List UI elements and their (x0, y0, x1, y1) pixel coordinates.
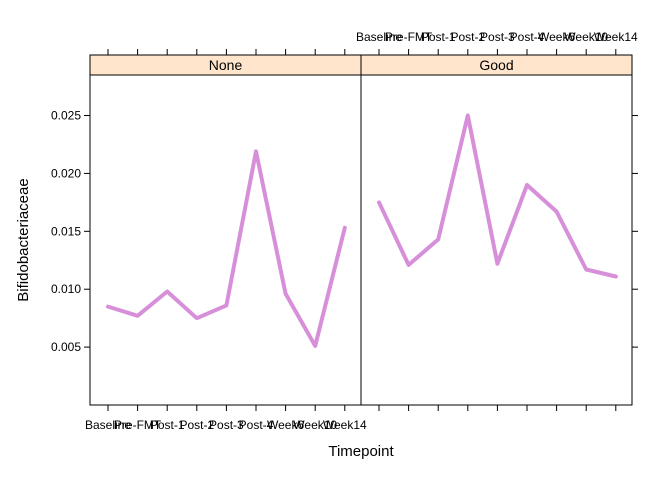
x-tick-label-top: Pre-FMT (385, 30, 433, 44)
strip-label-none: None (209, 57, 243, 73)
x-tick-label-top: Post-3 (480, 30, 515, 44)
strip-good (360, 54, 633, 76)
x-tick-label-bottom: Pre-FMT (114, 418, 162, 432)
panel-frame-none (89, 74, 362, 406)
y-tick-label: 0.005 (51, 340, 81, 354)
x-tick-label-bottom: Post-3 (209, 418, 244, 432)
x-tick-label-top: Week6 (538, 30, 575, 44)
series-line-none (106, 149, 347, 348)
x-axis-title: Timepoint (328, 443, 394, 460)
x-tick-label-bottom: Post-1 (150, 418, 185, 432)
y-tick-label: 0.020 (51, 166, 81, 180)
x-tick-label-bottom: Baseline (85, 418, 131, 432)
x-tick-label-top: Post-1 (421, 30, 456, 44)
x-tick-label-bottom: Post-2 (179, 418, 214, 432)
x-tick-label-bottom: Week10 (293, 418, 337, 432)
panel-frame-good (360, 74, 633, 406)
y-tick-label: 0.010 (51, 282, 81, 296)
x-tick-label-top: Post-2 (450, 30, 485, 44)
y-tick-label: 0.025 (51, 109, 81, 123)
x-tick-label-top: Week14 (594, 30, 638, 44)
x-tick-label-bottom: Post-4 (239, 418, 274, 432)
series-line-good (377, 113, 618, 279)
x-tick-label-top: Baseline (356, 30, 402, 44)
x-tick-label-top: Week10 (564, 30, 608, 44)
x-tick-label-bottom: Week6 (267, 418, 304, 432)
x-tick-label-bottom: Week14 (323, 418, 367, 432)
y-axis-title: Bifidobacteriaceae (15, 178, 32, 301)
x-tick-label-top: Post-4 (510, 30, 545, 44)
y-tick-label: 0.015 (51, 224, 81, 238)
strip-label-good: Good (479, 57, 513, 73)
